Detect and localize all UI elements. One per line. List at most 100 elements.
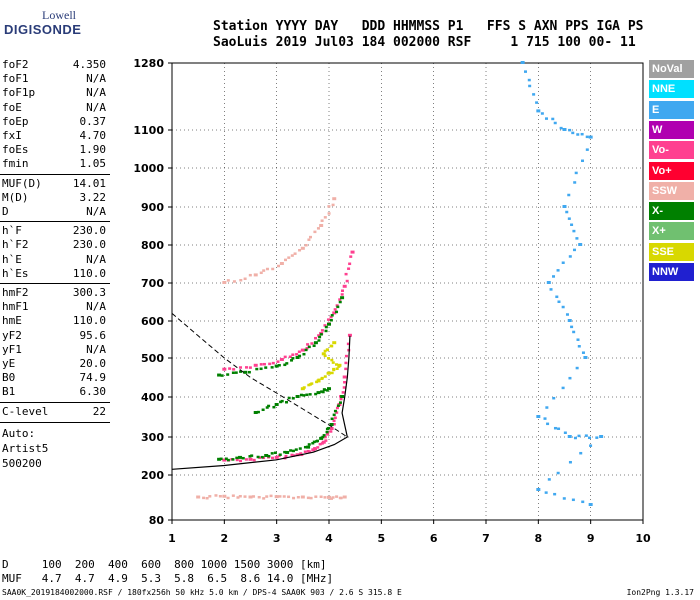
echo-segment: [572, 330, 576, 334]
echo-segment: [282, 495, 286, 498]
echo-segment: [287, 396, 291, 400]
echo-segment: [288, 355, 292, 358]
echo-segment: [565, 313, 569, 316]
echo-segment: [332, 367, 336, 371]
echo-segment: [575, 366, 579, 370]
echo-point: [327, 371, 331, 375]
echo-segment: [218, 494, 222, 498]
param-value: 230.0: [72, 238, 106, 252]
echo-segment: [308, 450, 312, 453]
echo-segment: [323, 349, 327, 353]
echo-segment: [226, 373, 230, 376]
echo-segment: [304, 243, 308, 247]
echo-segment: [306, 343, 310, 346]
echo-point: [196, 495, 201, 499]
echo-segment: [323, 324, 327, 327]
legend-item-nnw: NNW: [649, 263, 694, 281]
echo-segment: [574, 171, 578, 175]
echo-segment: [585, 148, 589, 151]
echo-segment: [329, 497, 333, 500]
echo-segment: [277, 364, 281, 367]
echo-segment: [252, 495, 256, 498]
echo-segment: [269, 494, 273, 498]
echo-segment: [278, 495, 282, 498]
echo-segment: [335, 411, 339, 414]
y-tick-label: 1100: [133, 124, 164, 137]
x-tick-label: 6: [430, 532, 438, 545]
echo-segment: [291, 353, 295, 356]
echo-segment: [250, 454, 254, 457]
echo-segment: [545, 406, 549, 409]
param-row: hmF2 300.3: [2, 286, 106, 300]
echo-segment: [331, 361, 335, 364]
echo-segment: [319, 333, 323, 336]
echo-segment: [303, 445, 307, 449]
echo-point: [306, 445, 311, 449]
echo-segment: [553, 121, 557, 125]
param-value: 300.3: [72, 286, 106, 299]
param-value: 4.70: [79, 129, 107, 142]
echo-segment: [347, 267, 351, 270]
echo-segment: [231, 371, 235, 374]
echo-segment: [336, 404, 340, 407]
param-value: 20.0: [79, 357, 107, 370]
param-row: foF1 N/A: [2, 72, 106, 86]
param-separator: [0, 421, 110, 423]
version-label: Ion2Png 1.3.17: [626, 588, 694, 597]
echo-segment: [317, 334, 321, 337]
echo-segment: [273, 451, 277, 455]
echo-point: [274, 495, 279, 499]
x-tick-label: 9: [587, 532, 595, 545]
echo-segment: [290, 254, 294, 257]
echo-segment: [553, 426, 557, 430]
echo-segment: [290, 453, 294, 457]
echo-point: [562, 205, 567, 208]
echo-segment: [338, 300, 342, 304]
echo-segment: [332, 413, 336, 417]
echo-point: [248, 457, 253, 461]
echo-segment: [342, 386, 346, 389]
y-tick-label: 600: [141, 315, 164, 328]
echo-segment: [283, 450, 287, 454]
echo-segment: [296, 495, 300, 499]
echo-segment: [523, 70, 527, 73]
echo-segment: [316, 446, 320, 449]
echo-segment: [324, 325, 328, 329]
echo-segment: [339, 496, 343, 500]
echo-segment: [329, 430, 333, 433]
y-tick-label: 200: [141, 469, 164, 482]
param-key: yF1: [2, 342, 22, 356]
y-tick-label: 1000: [133, 162, 164, 175]
muf-table: D 100 200 400 600 800 1000 1500 3000 [km…: [2, 558, 333, 586]
param-key: fmin: [2, 157, 29, 171]
echo-segment: [551, 117, 555, 121]
echo-segment: [235, 456, 239, 460]
legend-item-ssw: SSW: [649, 181, 694, 200]
param-value: 4.350: [72, 58, 106, 71]
echo-segment: [297, 350, 301, 353]
dashed-curve: [171, 313, 348, 438]
echo-segment: [344, 272, 348, 276]
echo-segment: [287, 256, 291, 259]
echo-segment: [553, 492, 557, 496]
echo-segment: [322, 434, 326, 437]
echo-point: [340, 296, 345, 300]
profile-curve: [171, 335, 351, 470]
echo-segment: [575, 237, 579, 240]
echo-segment: [226, 279, 230, 282]
echo-segment: [234, 371, 238, 374]
echo-segment: [576, 133, 580, 136]
echo-segment: [557, 300, 561, 304]
echo-point: [578, 243, 583, 246]
echo-segment: [345, 279, 349, 283]
param-value: N/A: [86, 72, 106, 86]
echo-segment: [322, 388, 326, 391]
param-separator: [0, 221, 110, 223]
echo-segment: [270, 366, 274, 369]
echo-segment: [239, 366, 243, 369]
echo-segment: [330, 344, 334, 348]
echo-segment: [314, 392, 318, 396]
param-key: M(D): [2, 190, 29, 204]
param-row: foF2 4.350: [2, 58, 106, 72]
echo-segment: [255, 367, 259, 371]
